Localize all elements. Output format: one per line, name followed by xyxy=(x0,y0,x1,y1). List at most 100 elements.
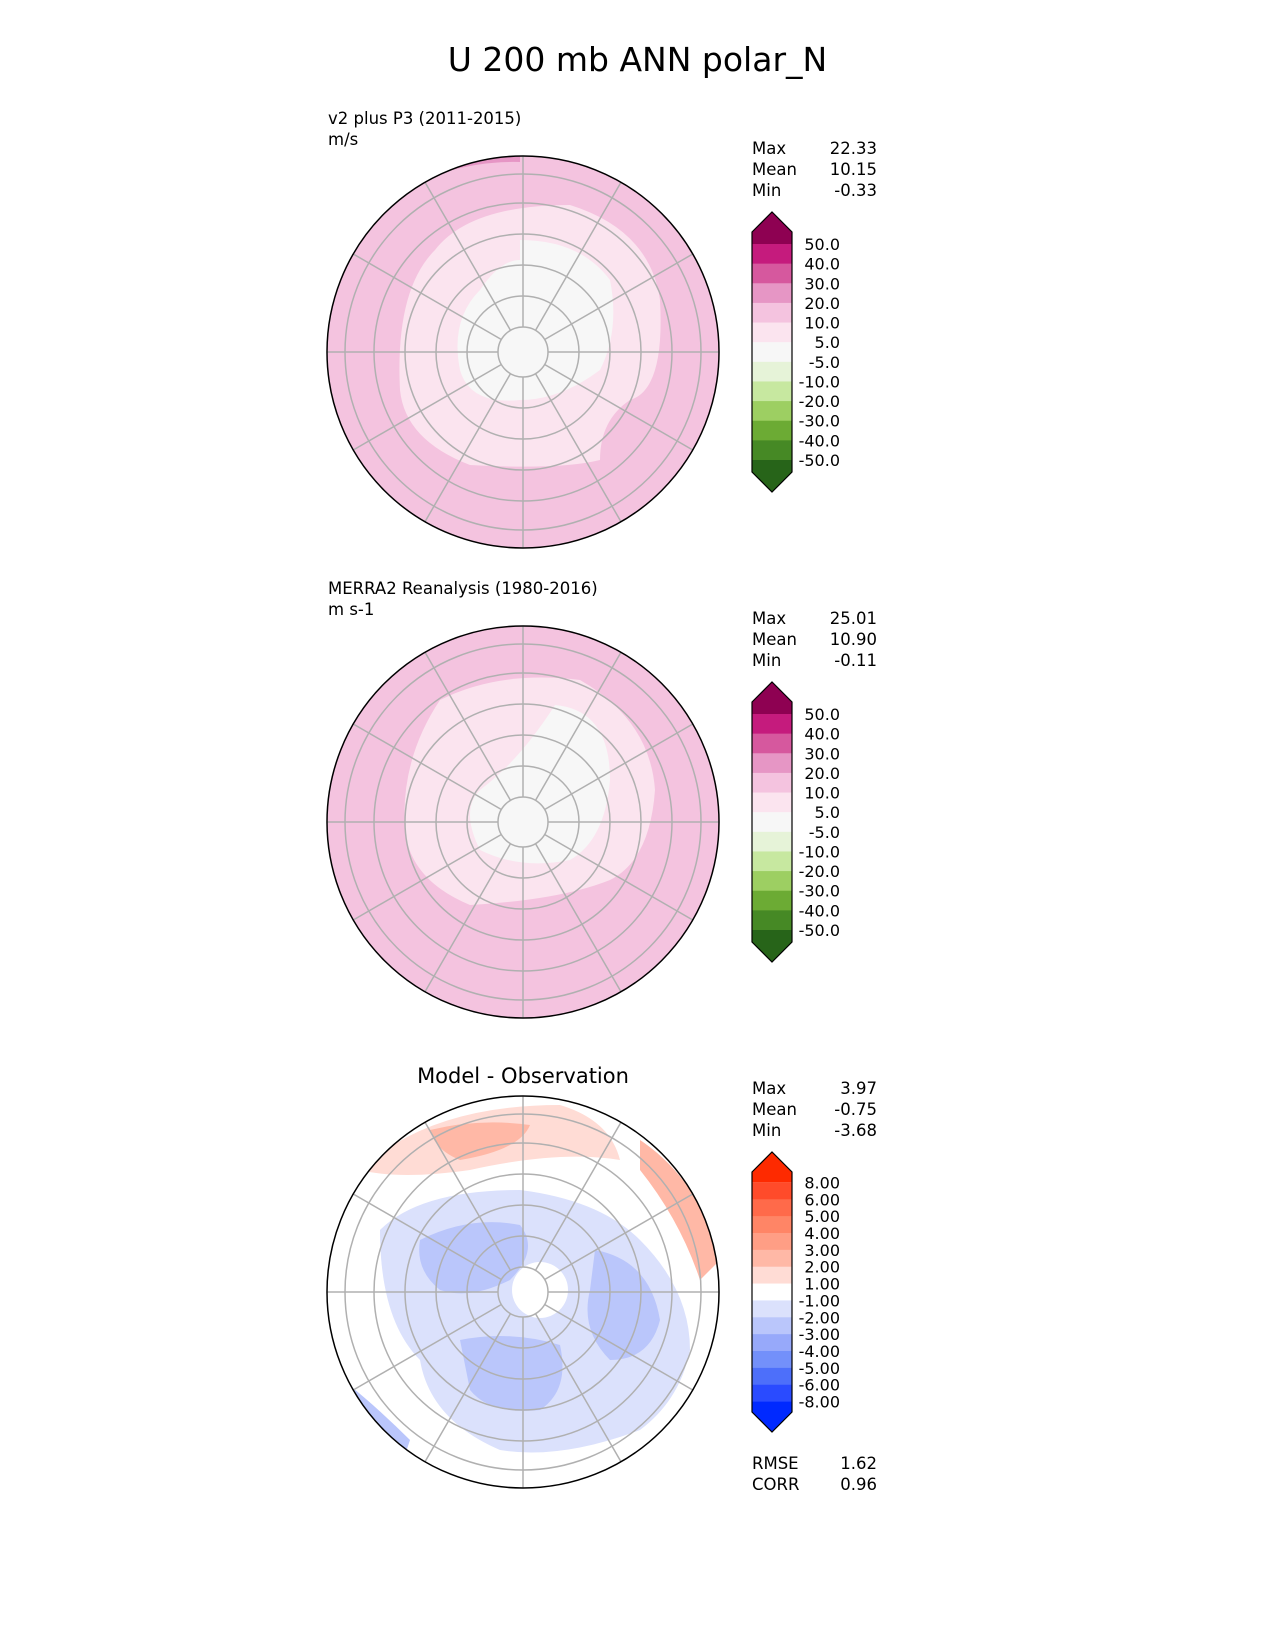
map-boundary xyxy=(326,1095,720,1489)
map-panel-1 xyxy=(327,156,719,548)
panel-1-stats: Max 22.33 Mean 10.15 Min -0.33 xyxy=(752,138,877,201)
panel-3-stats: Max 3.97 Mean -0.75 Min -3.68 xyxy=(752,1078,877,1141)
stat-max: 3.97 xyxy=(840,1079,877,1098)
colorbar-band xyxy=(752,361,792,382)
stat-label: Min xyxy=(752,181,782,200)
panel-1-header: v2 plus P3 (2011-2015) m/s xyxy=(328,108,521,150)
colorbar-tick-label: 3.00 xyxy=(804,1241,840,1260)
panel-2-units: m s-1 xyxy=(328,600,375,619)
stat-min: -0.11 xyxy=(834,651,877,670)
map-panel-2 xyxy=(327,626,719,1018)
stat-label: Max xyxy=(752,139,787,158)
meridian-line xyxy=(424,651,512,801)
colorbar-tick-label: 5.00 xyxy=(804,1207,840,1226)
colorbar-band xyxy=(752,1367,792,1386)
colorbar-band xyxy=(752,1351,792,1369)
meridian-line xyxy=(352,1193,502,1281)
colorbar-tick-label: 5.0 xyxy=(815,803,840,822)
colorbar-band xyxy=(752,851,792,872)
colorbar-band xyxy=(752,1300,792,1318)
stat-mean: 10.15 xyxy=(829,160,877,179)
colorbar-band xyxy=(752,910,792,931)
meridian-line xyxy=(352,253,502,341)
meridian-line xyxy=(534,1313,622,1463)
colorbar-tick-label: 40.0 xyxy=(804,725,840,744)
meridian-line xyxy=(424,181,512,331)
colorbar-tick-label: -20.0 xyxy=(799,392,840,411)
stat-max: 25.01 xyxy=(829,609,877,628)
colorbar-tick-label: -50.0 xyxy=(799,451,840,470)
panel-3-title: Model - Observation xyxy=(417,1064,629,1088)
colorbar-tick-label: 10.0 xyxy=(804,784,840,803)
colorbar-2: 50.040.030.020.010.05.0-5.0-10.0-20.0-30… xyxy=(751,681,840,963)
stat-label: Mean xyxy=(752,1100,797,1119)
colorbar-3: 8.006.005.004.003.002.001.00-1.00-2.00-3… xyxy=(751,1151,840,1433)
panel-1-units: m/s xyxy=(328,130,359,149)
map-panel-3 xyxy=(327,1096,719,1488)
map-boundary xyxy=(326,625,720,1019)
stat-max: 22.33 xyxy=(829,139,877,158)
meridian-line xyxy=(534,1121,622,1271)
colorbar-tick-label: -5.0 xyxy=(809,353,840,372)
colorbar-band xyxy=(752,1216,792,1234)
colorbar-band xyxy=(752,792,792,813)
meridian-line xyxy=(352,1303,502,1391)
colorbar-tick-label: 30.0 xyxy=(804,274,840,293)
stat-mean: 10.90 xyxy=(829,630,877,649)
colorbar-band xyxy=(752,812,792,833)
graticule-3 xyxy=(326,1095,720,1489)
colorbar-band xyxy=(752,401,792,422)
panel-2-header: MERRA2 Reanalysis (1980-2016) m s-1 xyxy=(328,578,598,620)
meridian-line xyxy=(424,1313,512,1463)
colorbar-tick-label: 20.0 xyxy=(804,764,840,783)
colorbar-tick-label: 40.0 xyxy=(804,255,840,274)
colorbar-tick-label: -30.0 xyxy=(799,882,840,901)
panel-2-stats: Max 25.01 Mean 10.90 Min -0.11 xyxy=(752,608,877,671)
colorbar-band xyxy=(752,381,792,402)
colorbar-tick-label: -2.00 xyxy=(799,1308,840,1327)
map-boundary xyxy=(326,155,720,549)
colorbar-extension-bottom xyxy=(752,930,792,962)
colorbar-tick-label: 50.0 xyxy=(804,235,840,254)
colorbar-tick-label: -10.0 xyxy=(799,372,840,391)
meridian-line xyxy=(534,181,622,331)
stat-label: Min xyxy=(752,651,782,670)
colorbar-tick-label: 5.0 xyxy=(815,333,840,352)
colorbar-tick-label: 4.00 xyxy=(804,1224,840,1243)
colorbar-band xyxy=(752,1199,792,1217)
colorbar-tick-label: -40.0 xyxy=(799,431,840,450)
colorbar-band xyxy=(752,1334,792,1352)
stat-label: Mean xyxy=(752,160,797,179)
colorbar-tick-label: -8.00 xyxy=(799,1393,840,1412)
colorbar-extension-top xyxy=(752,212,792,244)
colorbar-outline xyxy=(751,211,793,493)
colorbar-tick-label: -6.00 xyxy=(799,1376,840,1395)
metric-rmse: 1.62 xyxy=(840,1454,877,1473)
panel-2-subtitle: MERRA2 Reanalysis (1980-2016) xyxy=(328,579,598,598)
colorbar-band xyxy=(752,890,792,911)
colorbar-band xyxy=(752,1232,792,1251)
colorbar-band xyxy=(752,420,792,441)
stat-label: Mean xyxy=(752,630,797,649)
colorbar-tick-label: 6.00 xyxy=(804,1190,840,1209)
colorbar-tick-label: -3.00 xyxy=(799,1325,840,1344)
meridian-line xyxy=(352,723,502,811)
colorbar-tick-label: 30.0 xyxy=(804,744,840,763)
meridian-line xyxy=(544,1303,694,1391)
colorbar-band xyxy=(752,440,792,461)
colorbar-band xyxy=(752,244,792,265)
meridian-line xyxy=(352,363,502,451)
meridian-line xyxy=(352,833,502,921)
colorbar-1: 50.040.030.020.010.05.0-5.0-10.0-20.0-30… xyxy=(751,211,840,493)
meridian-line xyxy=(534,373,622,523)
colorbar-band xyxy=(752,1283,792,1301)
figure-title: U 200 mb ANN polar_N xyxy=(447,40,828,79)
colorbar-band xyxy=(752,322,792,343)
colorbar-band xyxy=(752,831,792,852)
colorbar-tick-label: 1.00 xyxy=(804,1275,840,1294)
colorbar-extension-bottom xyxy=(752,460,792,492)
colorbar-band xyxy=(752,871,792,892)
panel-1-subtitle: v2 plus P3 (2011-2015) xyxy=(328,109,522,128)
colorbar-tick-label: -30.0 xyxy=(799,412,840,431)
